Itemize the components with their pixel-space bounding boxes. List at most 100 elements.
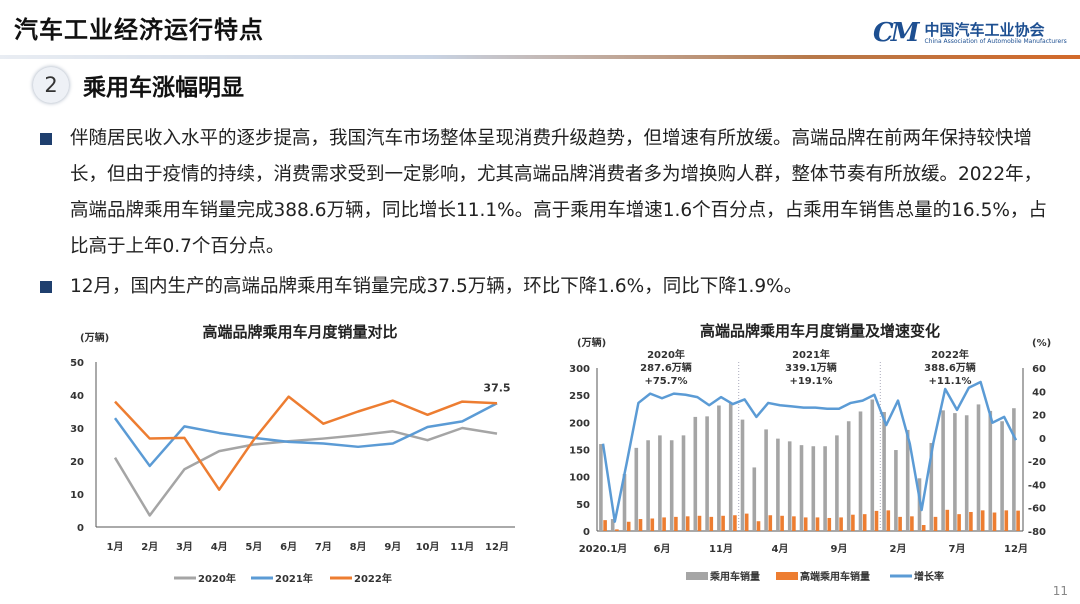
bar-total: [1000, 421, 1004, 531]
y-axis-unit: (万辆): [80, 331, 109, 344]
bar-premium: [945, 509, 950, 531]
bar-total: [1012, 408, 1016, 531]
bullet-list: 伴随居民收入水平的逐步提高，我国汽车市场整体呈现消费升级趋势，但增速有所放缓。高…: [38, 121, 1058, 305]
bar-premium: [674, 516, 678, 531]
y2-tick-label: -60: [1028, 504, 1046, 515]
y2-tick-label: -40: [1028, 480, 1046, 491]
legend-swatch: [686, 572, 708, 580]
bar-premium: [827, 517, 832, 531]
x-tick-label: 9月: [384, 541, 401, 553]
bar-total: [870, 399, 875, 531]
y-tick-label: 300: [569, 364, 590, 375]
bar-total: [705, 416, 709, 531]
bar-total: [976, 404, 981, 531]
growth-rate-line: [601, 380, 1018, 523]
bar-total: [599, 444, 603, 531]
bullet-square-icon: [40, 133, 52, 145]
bar-premium: [709, 516, 714, 531]
x-tick-label: 10月: [416, 541, 440, 553]
legend-swatch: [776, 572, 798, 580]
legend-label: 增长率: [914, 570, 944, 583]
x-tick-label: 9月: [831, 543, 848, 555]
bar-total: [941, 410, 945, 531]
header-divider: [0, 55, 1080, 59]
bar-premium: [662, 517, 666, 531]
bar-premium: [650, 518, 655, 531]
annotation-total: 339.1万辆: [785, 361, 837, 374]
data-label: 37.5: [483, 381, 510, 394]
bar-total: [882, 412, 886, 531]
annotation-growth: +19.1%: [789, 376, 832, 387]
logo-en-text: China Association of Automobile Manufact…: [924, 37, 1067, 45]
bar-total: [681, 435, 686, 531]
bar-premium: [898, 516, 902, 531]
bar-premium: [733, 515, 737, 531]
series-line-2022年: [114, 395, 498, 491]
y-tick-label: 200: [569, 418, 590, 429]
bar-total: [799, 445, 804, 531]
bar-total: [988, 410, 993, 531]
caam-logo: CM 中国汽车工业协会 China Association of Automob…: [873, 18, 1067, 48]
bullet-item: 12月，国内生产的高端品牌乘用车销量完成37.5万辆，环比下降1.6%，同比下降…: [38, 269, 1058, 305]
annotation-growth: +11.1%: [928, 376, 971, 387]
bar-premium: [874, 510, 879, 531]
x-tick-label: 4月: [772, 543, 789, 555]
bar-premium: [839, 517, 843, 531]
bar-premium: [638, 519, 643, 531]
bar-total: [894, 450, 898, 531]
legend-label: 2020年: [198, 572, 236, 585]
x-tick-label: 1月: [107, 541, 124, 553]
x-tick-label: 2020.1月: [579, 543, 628, 555]
y-tick-label: 20: [70, 457, 84, 468]
y2-tick-label: -80: [1028, 527, 1046, 538]
monthly-sales-growth-chart: 高端品牌乘用车月度销量及增速变化 (万辆) (%) 05010015020025…: [569, 322, 1051, 583]
bar-premium: [697, 515, 702, 531]
bar-premium: [969, 511, 973, 531]
legend-label: 高端乘用车销量: [800, 570, 870, 583]
bar-premium: [780, 515, 784, 531]
bar-premium: [980, 510, 985, 531]
y-tick-label: 50: [70, 358, 84, 369]
bar-premium: [933, 516, 938, 531]
annotation-growth: +75.7%: [644, 376, 687, 387]
bullet-text: 12月，国内生产的高端品牌乘用车销量完成37.5万辆，环比下降1.6%，同比下降…: [70, 276, 803, 297]
annotation-total: 287.6万辆: [640, 361, 692, 374]
bar-total: [610, 519, 615, 531]
page-header-title: 汽车工业经济运行特点: [14, 16, 264, 44]
y-tick-label: 50: [576, 500, 590, 511]
x-tick-label: 8月: [350, 541, 367, 553]
cam-logo-mark: CM: [873, 18, 920, 48]
y-tick-label: 30: [70, 424, 84, 435]
bar-total: [658, 435, 662, 531]
bar-total: [776, 438, 780, 531]
y-tick-label: 40: [70, 391, 84, 402]
section-number: 2: [33, 67, 69, 103]
bar-total: [764, 429, 768, 531]
bar-premium: [1004, 510, 1009, 531]
bar-premium: [744, 513, 749, 531]
y-tick-label: 10: [70, 490, 84, 501]
x-tick-label: 6月: [280, 541, 297, 553]
bar-premium: [603, 520, 607, 531]
bar-premium: [886, 510, 891, 531]
y2-tick-label: 20: [1032, 411, 1046, 422]
bar-premium: [626, 521, 631, 531]
monthly-sales-comparison-chart: 高端品牌乘用车月度销量对比 (万辆) 0 10 20 30 40 50 1月 2月 3月 4月 5月…: [70, 323, 515, 585]
bar-total: [953, 413, 957, 531]
bar-total: [740, 419, 745, 531]
bar-total: [964, 415, 969, 531]
bar-premium: [792, 516, 796, 531]
bullet-text: 伴随居民收入水平的逐步提高，我国汽车市场整体呈现消费升级趋势，但增速有所放缓。高…: [70, 128, 1047, 257]
bar-total: [669, 440, 674, 531]
bar-premium: [756, 521, 761, 531]
section-heading: 2 乘用车涨幅明显: [33, 67, 244, 103]
bar-premium: [957, 514, 961, 531]
bar-premium: [992, 512, 997, 531]
bullet-square-icon: [40, 281, 52, 293]
section-title: 乘用车涨幅明显: [83, 75, 244, 101]
bar-total: [693, 416, 698, 531]
bar-premium: [815, 517, 820, 531]
y2-tick-label: 0: [1039, 434, 1046, 445]
annotation-year: 2022年: [931, 348, 969, 361]
bar-total: [846, 421, 851, 531]
